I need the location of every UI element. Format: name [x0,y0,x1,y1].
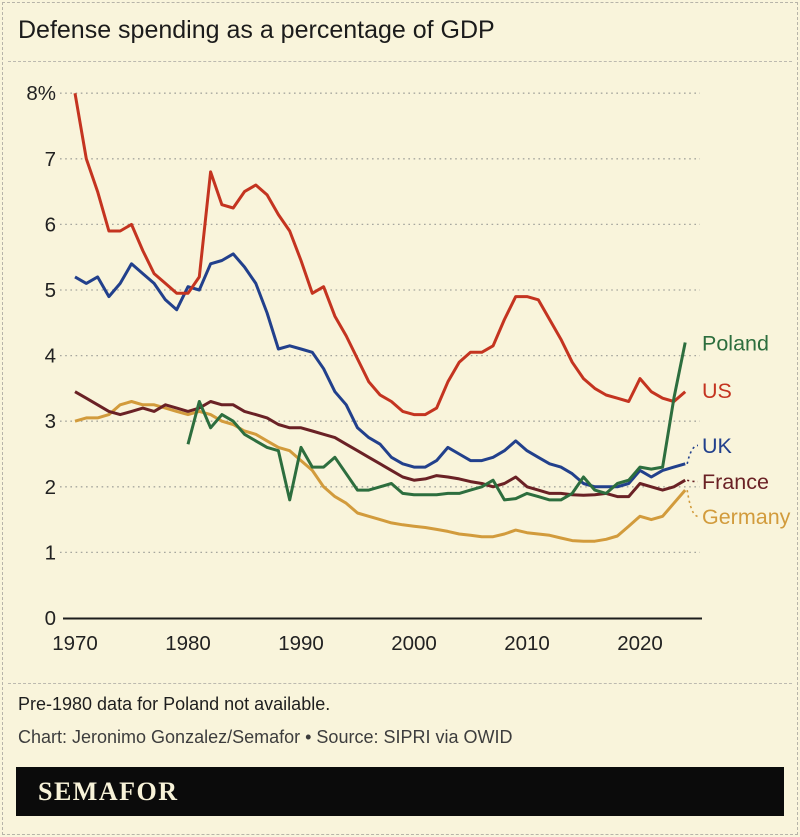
chart-footnote: Pre-1980 data for Poland not available. [18,694,331,714]
x-tick-label-2010: 2010 [504,632,550,655]
y-tick-label-0: 0 [45,607,56,630]
footer-separator [8,683,792,684]
x-tick-label-2020: 2020 [617,632,663,655]
y-tick-label-2: 2 [45,476,56,499]
series-line-us [73,92,687,417]
x-tick-label-1970: 1970 [52,632,98,655]
leader-line-france [686,479,699,483]
series-line-germany [74,400,687,543]
x-tick-label-2000: 2000 [391,632,437,655]
series-label-us: US [702,379,732,403]
y-tick-label-4: 4 [45,345,56,368]
page-title: Defense spending as a percentage of GDP [18,16,495,44]
series-line-france [74,390,686,499]
y-tick-label-5: 5 [45,279,56,302]
series-label-germany: Germany [702,505,791,529]
series-label-uk: UK [702,434,733,458]
series-line-uk [74,252,686,489]
y-tick-label-8: 8% [26,82,56,105]
leader-line-uk [686,444,699,465]
credit-line: Chart: Jeronimo Gonzalez/Semafor • Sourc… [18,727,513,747]
x-tick-label-1980: 1980 [165,632,211,655]
semafor-logo-bar: SEMAFOR [16,767,784,816]
defense-spending-line-chart: 0 1 2 3 4 5 6 7 8% 1970 1980 1990 2000 2010 2020 German… [26,82,791,655]
x-tick-label-1990: 1990 [278,632,324,655]
title-separator [8,61,792,62]
series-label-poland: Poland [702,332,769,356]
series-label-france: France [702,470,769,494]
series-line-poland [186,342,687,502]
semafor-logo-text: SEMAFOR [38,776,179,806]
leader-line-germany [686,489,699,518]
y-tick-label-6: 6 [45,213,56,236]
y-tick-label-7: 7 [45,148,56,171]
y-tick-label-1: 1 [45,541,56,564]
y-tick-label-3: 3 [45,410,56,433]
